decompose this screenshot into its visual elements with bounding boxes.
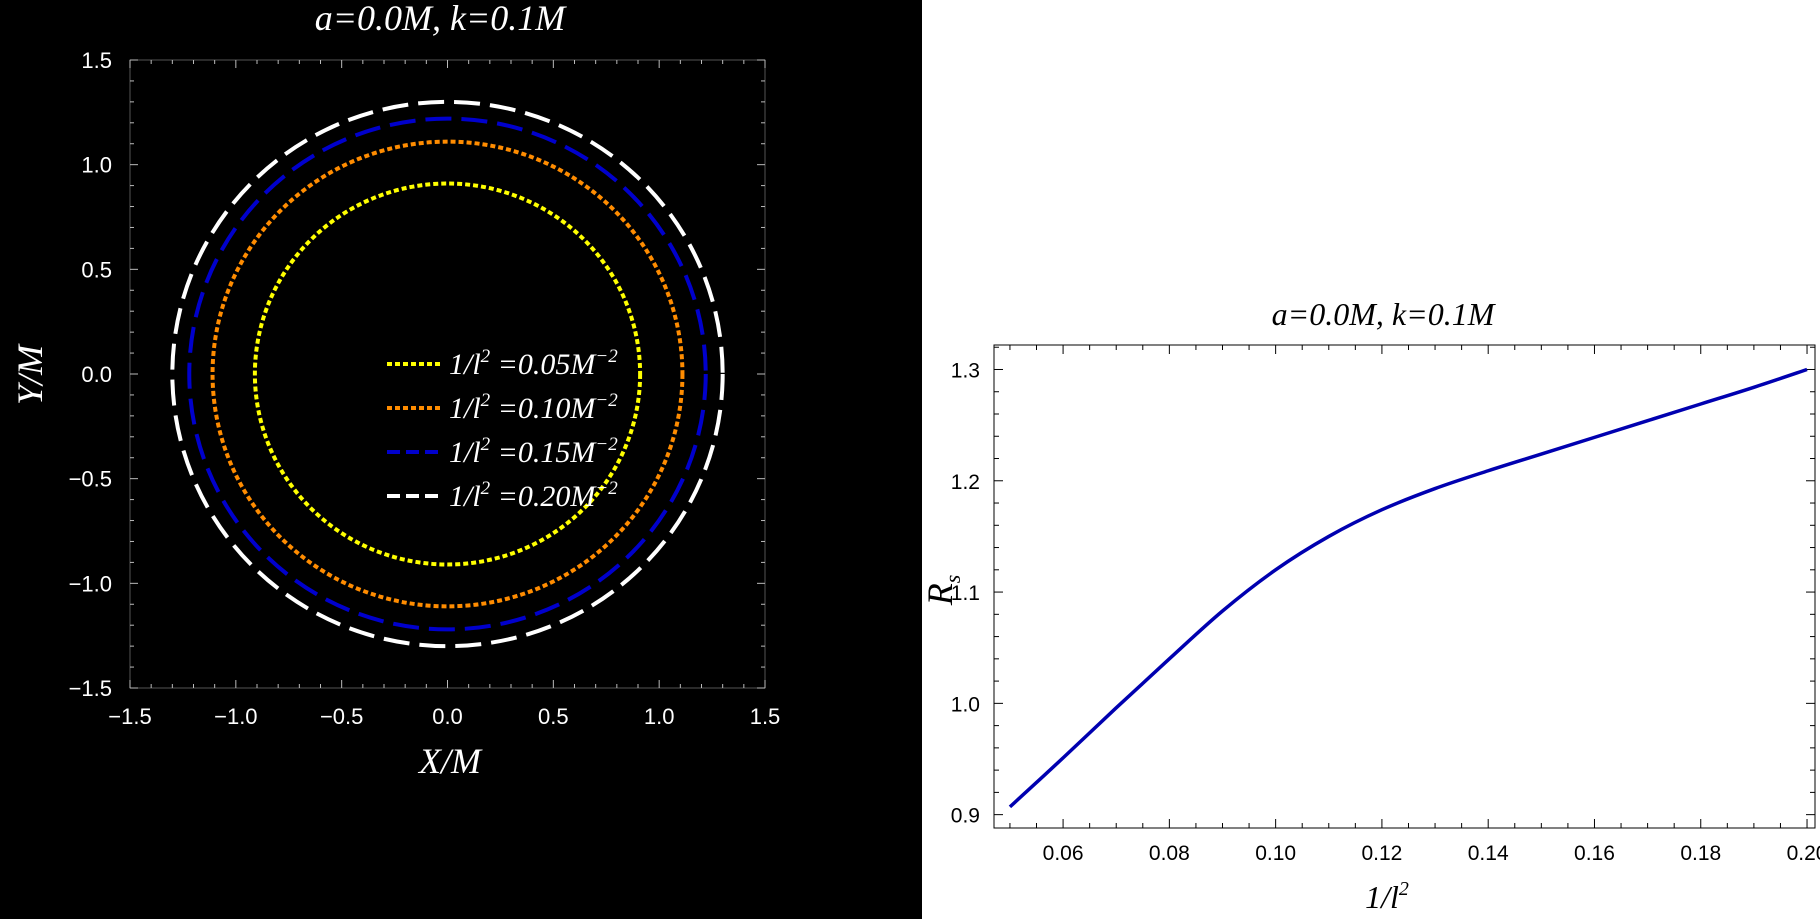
y-axis-label: Y/M xyxy=(10,343,50,405)
y-tick-label: 0.0 xyxy=(81,362,112,387)
shadow-circle-series xyxy=(187,116,708,632)
y-tick-label: −1.5 xyxy=(69,676,112,701)
chart-title: a=0.0M, k=0.1M xyxy=(1272,296,1497,332)
plot-frame xyxy=(993,344,1816,829)
x-tick-label: 0.14 xyxy=(1468,842,1509,865)
y-tick-label: 0.5 xyxy=(81,257,112,282)
x-tick-label: −1.5 xyxy=(108,704,151,729)
y-tick-label: 1.3 xyxy=(951,359,980,382)
y-tick-label: 1.0 xyxy=(951,693,980,716)
radius-plot: 0.06 0.08 0.10 0.12 0.14 0.16 0.18 0.20 0.9 1.0 1.… xyxy=(922,296,1820,915)
x-tick-label: 0.12 xyxy=(1361,842,1402,865)
plot-frame xyxy=(129,59,766,689)
y-tick-label: 1.0 xyxy=(81,153,112,178)
shadow-circle-series xyxy=(252,181,643,567)
x-tick-label: 0.18 xyxy=(1680,842,1721,865)
x-tick-label: −1.0 xyxy=(214,704,257,729)
x-tick-label: 0.0 xyxy=(432,704,463,729)
y-axis-label: Rs xyxy=(922,575,965,607)
x-tick-label: 0.5 xyxy=(538,704,569,729)
shadow-circle-series xyxy=(170,99,725,649)
shadow-plot: −1.5 −1.0 −0.5 0.0 0.5 1.0 1.5 −1.5 −1.0 −0.5 0.0 0… xyxy=(10,0,781,781)
legend: 1/l2 =0.05M−2 1/l2 =0.10M−2 1/l2 =0.15M−2 1… xyxy=(387,346,618,513)
chart-title: a=0.0M, k=0.1M xyxy=(315,0,568,38)
x-tick-label: 0.08 xyxy=(1149,842,1190,865)
x-tick-label: 0.06 xyxy=(1043,842,1084,865)
x-axis-label: X/M xyxy=(417,741,483,781)
x-tick-label: −0.5 xyxy=(320,704,363,729)
legend-label: 1/l2 =0.20M−2 xyxy=(449,478,618,513)
x-tick-label: 0.10 xyxy=(1255,842,1296,865)
y-tick-label: −1.0 xyxy=(69,571,112,596)
shadow-circle-series xyxy=(210,139,685,609)
x-tick-label: 1.0 xyxy=(644,704,675,729)
rs-curve xyxy=(1008,367,1808,809)
x-tick-label: 0.20 xyxy=(1787,842,1820,865)
x-axis-label: 1/l2 xyxy=(1365,878,1409,915)
legend-label: 1/l2 =0.15M−2 xyxy=(449,434,618,469)
y-tick-label: 1.5 xyxy=(81,48,112,73)
y-tick-label: 0.9 xyxy=(951,805,980,828)
x-tick-label: 0.16 xyxy=(1574,842,1615,865)
legend-label: 1/l2 =0.05M−2 xyxy=(449,346,618,381)
shadow-plot-panel: −1.5 −1.0 −0.5 0.0 0.5 1.0 1.5 −1.5 −1.0 −0.5 0.0 0… xyxy=(0,0,922,919)
x-tick-label: 1.5 xyxy=(750,704,781,729)
legend-label: 1/l2 =0.10M−2 xyxy=(449,390,618,425)
radius-plot-panel: 0.06 0.08 0.10 0.12 0.14 0.16 0.18 0.20 0.9 1.0 1.… xyxy=(922,0,1820,919)
y-tick-label: 1.1 xyxy=(951,582,980,605)
y-tick-label: 1.2 xyxy=(951,471,980,494)
y-tick-label: −0.5 xyxy=(69,467,112,492)
